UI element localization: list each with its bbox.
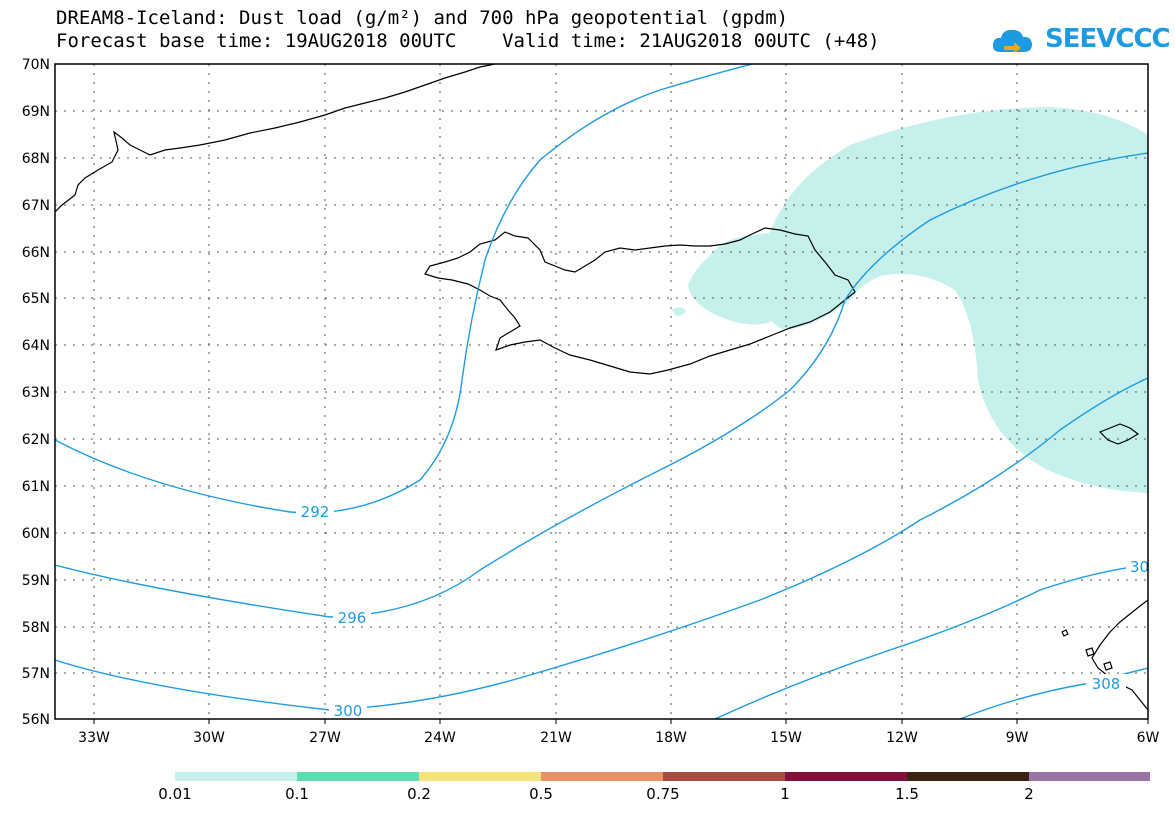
lat-label: 64N (22, 338, 50, 354)
coastlines (55, 64, 1148, 711)
greenland-coast (55, 64, 496, 213)
contour-300 (55, 377, 1148, 711)
contour-308 (959, 667, 1148, 719)
lon-label: 21W (540, 730, 572, 746)
lat-label: 58N (22, 620, 50, 636)
colorbar-segment (175, 772, 297, 781)
lat-label: 66N (22, 245, 50, 261)
lon-label: 6W (1137, 730, 1160, 746)
colorbar-label: 1.5 (895, 785, 919, 803)
scotland-islands (1061, 629, 1113, 671)
iceland-coast (424, 227, 856, 375)
faroe-islands (1098, 423, 1140, 445)
lat-label: 65N (22, 291, 50, 307)
colorbar-label: 0.5 (529, 785, 553, 803)
map-title: DREAM8-Iceland: Dust load (g/m²) and 700… (56, 7, 789, 29)
lon-label: 9W (1006, 730, 1029, 746)
dust-patch-small (672, 307, 686, 316)
dust-area-east (764, 107, 1148, 493)
contour-label-296: 296 (338, 609, 367, 627)
colorbar-label: 1 (780, 785, 790, 803)
lat-label: 62N (22, 432, 50, 448)
contour-304 (714, 564, 1148, 719)
colorbar-segment (541, 772, 663, 781)
colorbar-segment (785, 772, 907, 781)
lat-label: 69N (22, 104, 50, 120)
cloud-logo-icon (992, 29, 1032, 53)
colorbar-segment (907, 772, 1029, 781)
map-frame (54, 63, 1149, 720)
colorbar-segment (1029, 772, 1150, 781)
contour-label-300: 300 (334, 702, 363, 720)
lat-label: 67N (22, 198, 50, 214)
lat-label: 60N (22, 526, 50, 542)
lon-label: 33W (78, 730, 110, 746)
colorbar-label: 0.1 (285, 785, 309, 803)
contour-label-292: 292 (301, 503, 330, 521)
contour-label-308: 308 (1092, 675, 1121, 693)
forecast-time-subtitle: Forecast base time: 19AUG2018 00UTC Vali… (56, 30, 880, 52)
seevccc-logo-text: SEEVCCC (1045, 24, 1171, 54)
gridlines (55, 64, 1148, 719)
axis-ticks (93, 719, 1149, 724)
colorbar-label: 2 (1024, 785, 1034, 803)
colorbar-segment (419, 772, 541, 781)
contour-296 (55, 152, 1148, 618)
lon-label: 12W (886, 730, 918, 746)
contour-label-304: 30 (1130, 558, 1149, 576)
lon-label: 18W (655, 730, 687, 746)
colorbar-label: 0.01 (158, 785, 192, 803)
lat-label: 68N (22, 151, 50, 167)
lon-label: 24W (424, 730, 456, 746)
colorbar-label: 0.2 (407, 785, 431, 803)
lat-label: 61N (22, 479, 50, 495)
contour-292 (55, 64, 755, 514)
lon-label: 27W (309, 730, 341, 746)
geopotential-contours (55, 64, 1148, 719)
colorbar-label: 0.75 (646, 785, 680, 803)
lat-label: 57N (22, 666, 50, 682)
scotland-coast (1091, 599, 1148, 711)
lat-label: 70N (22, 57, 50, 73)
lon-label: 30W (193, 730, 225, 746)
lon-label: 15W (770, 730, 802, 746)
lat-label: 63N (22, 385, 50, 401)
dust-area-iceland (688, 232, 779, 325)
lat-label: 59N (22, 573, 50, 589)
colorbar-segment (663, 772, 785, 781)
colorbar-segment (297, 772, 419, 781)
lat-label: 56N (22, 712, 50, 728)
